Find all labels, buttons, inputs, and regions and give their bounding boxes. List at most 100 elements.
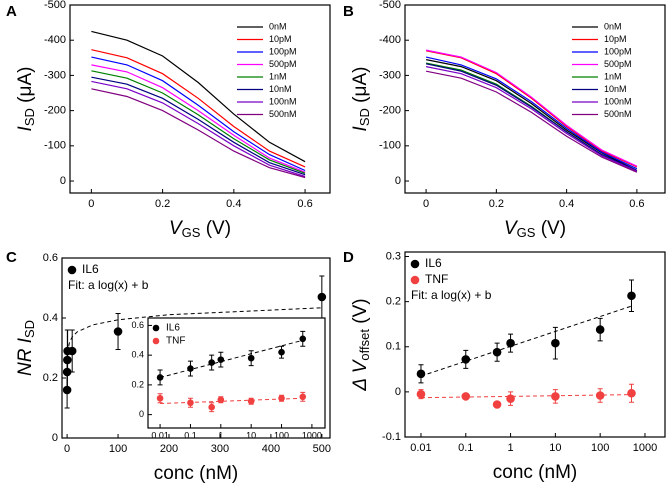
data-point xyxy=(217,396,225,404)
x-tick-label: 1000 xyxy=(633,442,657,454)
data-point xyxy=(416,369,426,379)
x-tick-label: 100 xyxy=(109,443,127,455)
axis-title-part: (V) xyxy=(350,298,371,329)
curve xyxy=(425,50,638,168)
data-point xyxy=(156,374,164,381)
y-tick-label: -0.1 xyxy=(382,431,401,443)
legend-label: IL6 xyxy=(166,323,180,334)
data-point xyxy=(278,394,285,402)
data-point xyxy=(67,346,77,356)
data-point xyxy=(627,291,636,301)
y-tick-label: -100 xyxy=(379,140,401,152)
legend-label: Fit: a log(x) + b xyxy=(68,278,149,292)
axis-title-part: conc (nM) xyxy=(493,462,577,483)
y-tick-label: 0.2 xyxy=(131,379,144,389)
y-tick-label: 0.1 xyxy=(386,341,401,353)
x-tick-label: 200 xyxy=(160,443,178,455)
x-tick-label: 0.4 xyxy=(559,198,574,210)
data-point xyxy=(208,403,215,411)
x-tick-label: 1000 xyxy=(302,430,322,440)
x-tick-label: 400 xyxy=(262,443,280,455)
data-point xyxy=(247,354,255,362)
curve xyxy=(91,56,306,172)
axes-frame xyxy=(404,4,666,194)
y-axis-title: ISD (μA) xyxy=(15,67,37,132)
x-tick-label: 10 xyxy=(246,430,256,440)
y-tick-label: -100 xyxy=(44,140,66,152)
panel-label: C xyxy=(6,249,17,266)
x-tick-label: 0.2 xyxy=(489,198,504,210)
curve xyxy=(425,70,638,173)
x-axis-title: VGS (V) xyxy=(169,218,231,240)
legend-label: 500nM xyxy=(604,109,632,119)
y-tick-label: 0.4 xyxy=(43,312,58,324)
axes-frame xyxy=(61,257,331,439)
y-axis-title: ISD (μA) xyxy=(350,67,372,132)
data-point xyxy=(156,394,164,402)
fit-line xyxy=(66,307,322,389)
y-tick-label: 0.4 xyxy=(131,350,144,360)
curve xyxy=(425,59,638,172)
axis-title-part: SD xyxy=(22,108,37,126)
x-axis-title: conc (nM) xyxy=(154,463,238,484)
axis-title-part: offset xyxy=(357,329,372,361)
y-tick-label: -500 xyxy=(379,0,401,11)
x-tick-label: 0.1 xyxy=(184,430,197,440)
data-point xyxy=(416,389,426,399)
data-point xyxy=(113,327,123,336)
curve xyxy=(425,56,638,170)
y-tick-label: 0.3 xyxy=(386,250,401,262)
data-point xyxy=(247,397,255,405)
legend-label: 10pM xyxy=(604,34,627,44)
axes-frame xyxy=(404,251,666,438)
axis-title-part: SD xyxy=(22,320,37,338)
y-tick-label: -200 xyxy=(379,105,401,117)
x-tick-label: 0.01 xyxy=(410,442,431,454)
y-tick-label: 0 xyxy=(60,175,66,187)
x-tick-label: 1 xyxy=(218,430,223,440)
axis-title-part: I xyxy=(15,125,36,131)
curve xyxy=(91,30,306,163)
data-point xyxy=(506,338,515,348)
x-tick-label: 0 xyxy=(423,198,429,210)
legend-label: 500nM xyxy=(269,109,297,119)
fit-line xyxy=(420,305,632,377)
fit-line xyxy=(160,397,303,404)
axis-title-part: (μA) xyxy=(350,67,371,109)
legend-label: IL6 xyxy=(82,262,99,276)
curve xyxy=(425,49,638,167)
legend-label: 0nM xyxy=(269,21,287,31)
axis-title-part: NR I xyxy=(15,337,36,376)
curve xyxy=(425,63,638,172)
legend-label: TNF xyxy=(166,336,185,347)
y-tick-label: 0 xyxy=(395,386,401,398)
x-tick-label: 0.1 xyxy=(458,442,473,454)
y-tick-label: -300 xyxy=(379,69,401,81)
curve xyxy=(91,88,306,179)
legend-label: 1nM xyxy=(269,71,287,81)
data-point xyxy=(278,348,285,356)
legend-label: 100pM xyxy=(269,46,297,56)
legend-label: 10nM xyxy=(269,84,292,94)
data-point xyxy=(187,365,194,372)
y-tick-label: -500 xyxy=(44,0,66,11)
x-tick-label: 0.6 xyxy=(297,198,312,210)
data-point xyxy=(299,335,307,343)
y-tick-label: 0 xyxy=(139,409,144,419)
axis-title-part: (V) xyxy=(200,218,231,239)
x-tick-label: 0.4 xyxy=(226,198,241,210)
inset-background xyxy=(148,318,325,428)
legend-marker xyxy=(67,265,77,275)
y-tick-label: -400 xyxy=(379,34,401,46)
plot-background xyxy=(405,252,665,437)
y-tick-label: 0.6 xyxy=(131,320,144,330)
curve xyxy=(91,49,306,168)
x-tick-label: 0.01 xyxy=(151,430,169,440)
legend-label: 0nM xyxy=(604,21,622,31)
data-point xyxy=(492,347,502,357)
y-tick-label: -400 xyxy=(44,34,66,46)
x-axis-title: VGS (V) xyxy=(504,218,566,240)
curve xyxy=(91,80,306,178)
axis-title-part: V xyxy=(504,218,519,239)
